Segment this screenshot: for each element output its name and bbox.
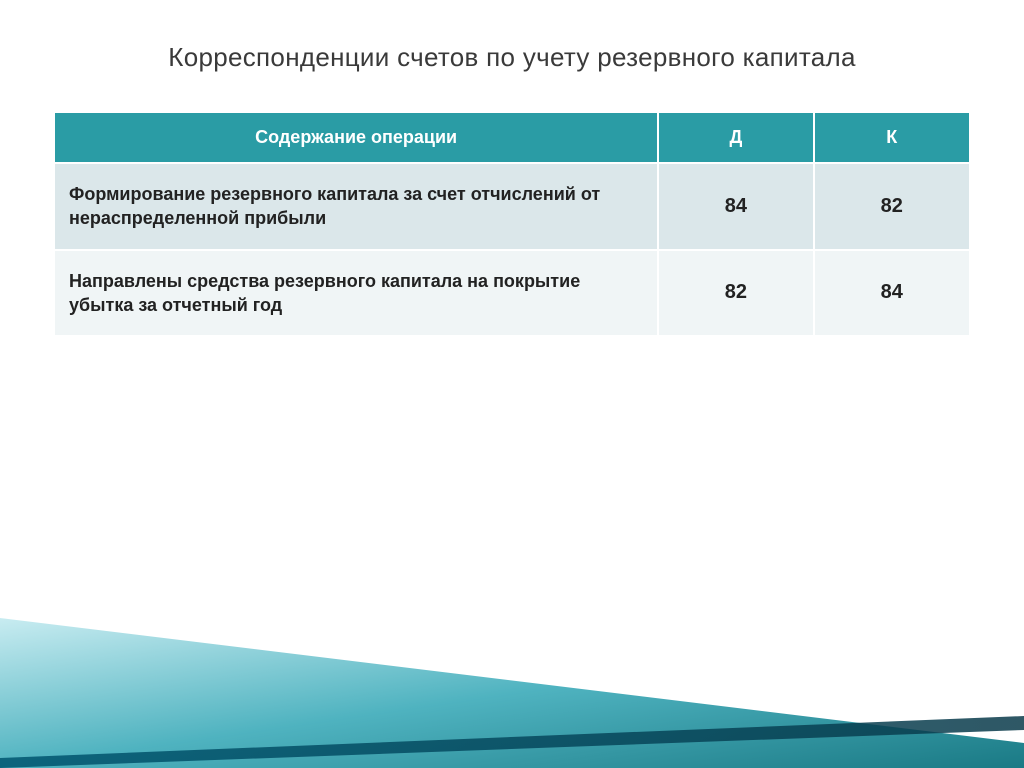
col-header-debit: Д	[658, 113, 813, 163]
cell-debit: 84	[658, 163, 813, 250]
cell-debit: 82	[658, 250, 813, 336]
cell-description: Формирование резервного капитала за счет…	[55, 163, 658, 250]
table-row: Формирование резервного капитала за счет…	[55, 163, 969, 250]
cell-credit: 84	[814, 250, 969, 336]
slide-decoration	[0, 558, 1024, 768]
accounts-table: Содержание операции Д К Формирование рез…	[55, 113, 969, 335]
table-header-row: Содержание операции Д К	[55, 113, 969, 163]
slide-title: Корреспонденции счетов по учету резервно…	[0, 0, 1024, 103]
cell-description: Направлены средства резервного капитала …	[55, 250, 658, 336]
col-header-credit: К	[814, 113, 969, 163]
table-row: Направлены средства резервного капитала …	[55, 250, 969, 336]
col-header-description: Содержание операции	[55, 113, 658, 163]
cell-credit: 82	[814, 163, 969, 250]
table-container: Содержание операции Д К Формирование рез…	[55, 113, 969, 335]
